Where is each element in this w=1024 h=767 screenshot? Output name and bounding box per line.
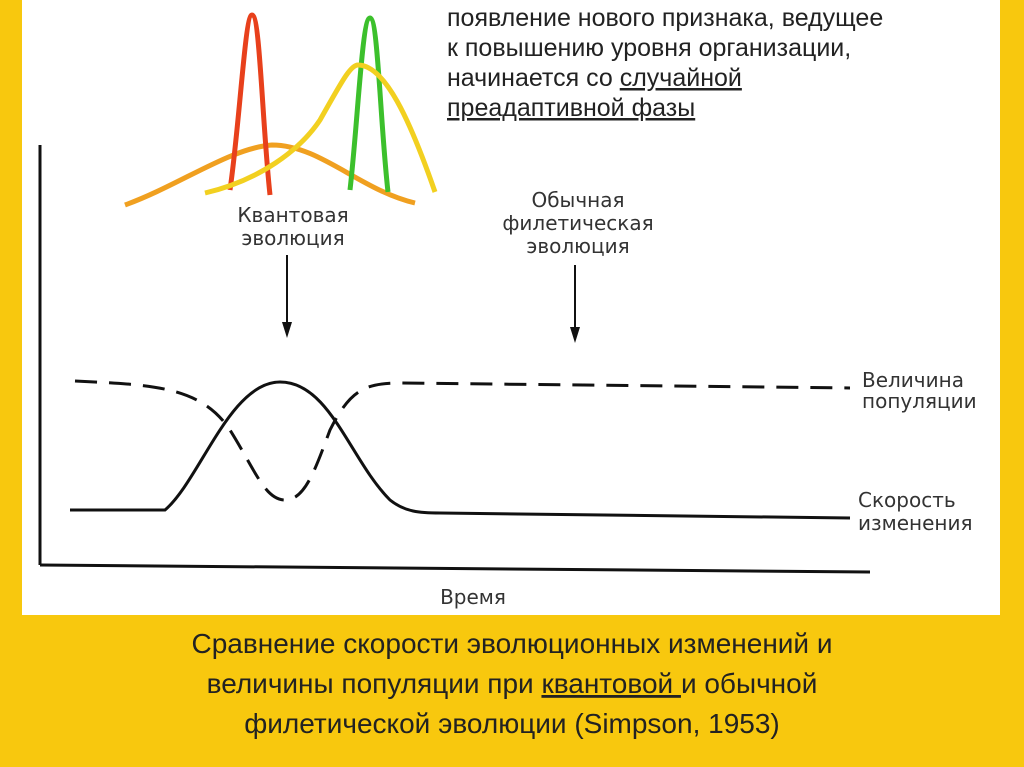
label: Обычная: [531, 188, 624, 212]
text-segment: и обычной: [681, 668, 817, 699]
text-segment: филетической эволюции (Simpson, 1953): [244, 708, 780, 739]
label: Величина: [862, 368, 964, 392]
text-segment: к повышению уровня организации,: [447, 34, 851, 62]
green-curve: [347, 15, 391, 193]
red-curve: [227, 12, 273, 196]
rate-curve: [70, 380, 851, 520]
arrow-head: [282, 322, 292, 338]
note-line: преадаптивной фазы: [447, 94, 695, 122]
orange-curve: [124, 142, 416, 208]
label: эволюция: [241, 226, 344, 250]
text-segment: появление нового признака, ведущее: [447, 4, 883, 32]
x-axis: [39, 563, 871, 574]
label: изменения: [858, 511, 973, 535]
label: Квантовая: [237, 203, 348, 227]
text-segment: квантовой: [541, 668, 680, 699]
caption-line: филетической эволюции (Simpson, 1953): [244, 708, 780, 739]
note-line: появление нового признака, ведущее: [447, 4, 883, 32]
yellow-curve: [204, 62, 438, 196]
panel: [22, 0, 1000, 615]
note-line: к повышению уровня организации,: [447, 34, 851, 62]
population-curve: [74, 379, 851, 502]
label: эволюция: [526, 234, 629, 258]
text-segment: Сравнение скорости эволюционных изменени…: [192, 628, 833, 659]
caption-line: Сравнение скорости эволюционных изменени…: [192, 628, 833, 659]
label: популяции: [862, 389, 977, 413]
text-segment: величины популяции при: [207, 668, 542, 699]
caption-line: величины популяции при квантовой и обычн…: [207, 668, 818, 699]
arrow-head: [570, 327, 580, 343]
text-segment: начинается со: [447, 64, 620, 92]
text-segment: преадаптивной фазы: [447, 94, 695, 122]
label: Скорость: [858, 488, 956, 512]
texts: КвантоваяэволюцияОбычнаяфилетическаяэвол…: [192, 4, 977, 739]
text-segment: случайной: [620, 64, 742, 92]
label: филетическая: [502, 211, 653, 235]
x-axis-label: Время: [440, 585, 506, 609]
note-line: начинается со случайной: [447, 64, 742, 92]
